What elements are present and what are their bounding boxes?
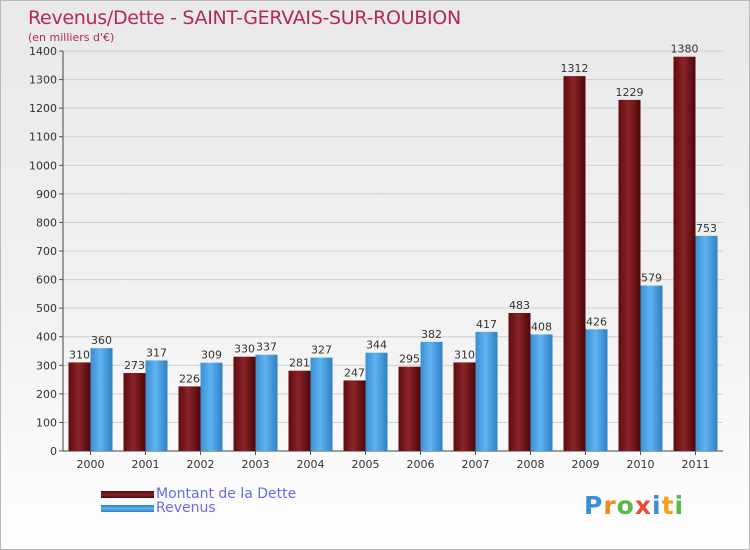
data-label: 330: [234, 343, 255, 356]
x-tick-label: 2003: [242, 458, 270, 471]
x-tick-label: 2002: [187, 458, 215, 471]
logo-letter: r: [603, 491, 617, 520]
bar-revenus: [145, 360, 168, 451]
data-label: 310: [69, 348, 90, 361]
data-label: 310: [454, 348, 475, 361]
data-label: 295: [399, 353, 420, 366]
x-tick-label: 2000: [77, 458, 105, 471]
y-tick-label: 1300: [29, 74, 57, 87]
y-tick-label: 1200: [29, 102, 57, 115]
logo-letter: t: [661, 491, 675, 520]
bar-revenus: [695, 235, 718, 451]
legend-label-revenus: Revenus: [156, 500, 216, 516]
y-tick-label: 0: [50, 445, 57, 458]
y-tick-label: 900: [36, 188, 57, 201]
y-tick-label: 1000: [29, 159, 57, 172]
bar-revenus: [640, 285, 663, 451]
bar-revenus: [90, 348, 113, 451]
logo-letter: i: [652, 491, 662, 520]
data-label: 382: [421, 328, 442, 341]
data-label: 344: [366, 339, 387, 352]
legend-swatch-revenus: [101, 504, 154, 512]
x-tick-label: 2005: [352, 458, 380, 471]
data-label: 281: [289, 357, 310, 370]
bar-dette: [563, 76, 586, 452]
proxiti-logo: Proxiti: [584, 491, 684, 520]
y-tick-label: 200: [36, 388, 57, 401]
x-tick-label: 2006: [407, 458, 435, 471]
bar-revenus: [475, 331, 498, 451]
bar-dette: [68, 362, 91, 451]
x-tick-label: 2008: [517, 458, 545, 471]
data-label: 1229: [616, 86, 644, 99]
data-label: 1380: [671, 43, 699, 56]
data-label: 753: [696, 222, 717, 235]
x-tick-label: 2009: [572, 458, 600, 471]
bar-dette: [288, 370, 311, 451]
bar-revenus: [255, 354, 278, 451]
legend-swatch-dette: [101, 490, 154, 498]
logo-letter: i: [674, 491, 685, 520]
bar-revenus: [310, 357, 333, 451]
data-label: 317: [146, 346, 167, 359]
logo-letter: o: [616, 491, 635, 520]
data-label: 309: [201, 349, 222, 362]
data-label: 483: [509, 299, 530, 312]
y-tick-label: 1400: [29, 45, 57, 58]
data-label: 417: [476, 318, 497, 331]
x-tick-label: 2004: [297, 458, 325, 471]
bar-dette: [453, 362, 476, 451]
data-label: 1312: [561, 62, 589, 75]
bar-dette: [343, 380, 366, 451]
y-tick-label: 300: [36, 359, 57, 372]
x-tick-label: 2007: [462, 458, 490, 471]
bar-dette: [233, 356, 256, 451]
x-tick-label: 2011: [682, 458, 710, 471]
y-tick-label: 1100: [29, 131, 57, 144]
data-label: 426: [586, 315, 607, 328]
bar-dette: [508, 313, 531, 451]
legend-item-dette: Montant de la Dette: [101, 486, 297, 502]
data-label: 247: [344, 366, 365, 379]
bar-revenus: [420, 341, 443, 451]
logo-letter: x: [634, 491, 652, 520]
data-label: 327: [311, 344, 332, 357]
legend-item-revenus: Revenus: [101, 500, 296, 516]
bar-dette: [673, 56, 696, 451]
y-tick-label: 500: [36, 302, 57, 315]
legend-label-dette: Montant de la Dette: [156, 486, 297, 502]
x-tick-label: 2010: [627, 458, 655, 471]
bar-dette: [398, 366, 421, 451]
data-label: 226: [179, 372, 200, 385]
chart-legend: Montant de la Dette Revenus: [101, 486, 297, 516]
data-label: 337: [256, 341, 277, 354]
y-tick-label: 400: [36, 331, 57, 344]
bar-dette: [123, 373, 146, 451]
chart-subtitle: (en milliers d'€): [28, 31, 115, 44]
bar-revenus: [200, 362, 223, 451]
y-tick-label: 800: [36, 216, 57, 229]
data-label: 408: [531, 320, 552, 333]
y-tick-label: 100: [36, 416, 57, 429]
logo-letter: P: [584, 491, 604, 520]
data-label: 579: [641, 272, 662, 285]
y-tick-label: 600: [36, 274, 57, 287]
bar-revenus: [530, 334, 553, 451]
y-tick-label: 700: [36, 245, 57, 258]
bar-dette: [618, 99, 641, 451]
chart-title: Revenus/Dette - SAINT-GERVAIS-SUR-ROUBIO…: [28, 7, 461, 29]
bar-revenus: [365, 352, 388, 451]
x-tick-label: 2001: [132, 458, 160, 471]
bar-dette: [178, 386, 201, 451]
data-label: 273: [124, 359, 145, 372]
data-label: 360: [91, 334, 112, 347]
bar-revenus: [585, 329, 608, 451]
